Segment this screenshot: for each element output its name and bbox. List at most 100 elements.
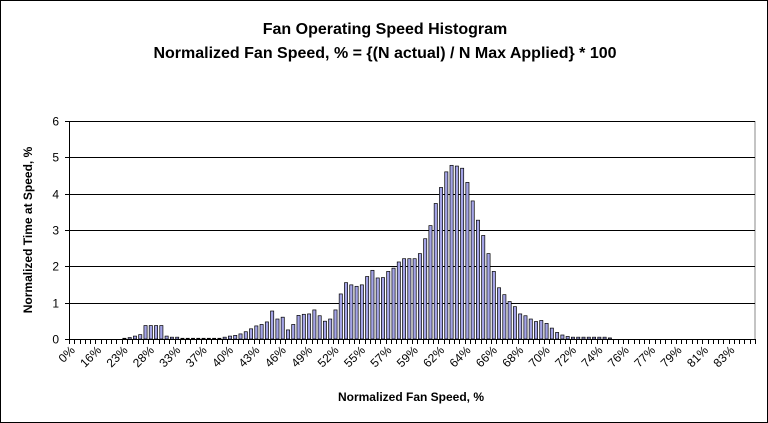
bar [217,337,222,340]
x-tick-label: 74% [579,343,606,370]
bar [476,219,480,340]
x-tick-label: 59% [394,343,421,370]
bar [375,277,380,340]
bar [428,225,433,340]
x-tick-label: 76% [605,343,632,370]
bar [317,315,322,340]
bar [423,238,428,340]
bar [243,331,248,340]
bar [127,337,132,340]
bar [486,253,491,340]
bar [196,337,201,340]
bar [402,258,407,340]
bar [148,325,153,340]
bar [365,276,370,340]
bar [465,182,470,340]
bar [212,337,217,340]
bar [549,327,554,340]
bar [534,321,538,340]
bar [607,337,612,340]
x-axis-label: Normalized Fan Speed, % [338,390,484,404]
bar [344,282,348,340]
bar [370,269,375,340]
x-tick-label: 23% [104,343,131,370]
bar [454,165,459,340]
bar [275,318,280,340]
bar [138,334,143,340]
bar [417,253,422,340]
y-tick-label: 2 [52,260,59,274]
bar [254,325,259,340]
bar [322,320,327,340]
x-tick-label: 40% [209,343,236,370]
bar [518,313,523,340]
bar [301,313,306,340]
bar [249,328,253,340]
bar [491,271,496,340]
bar [169,336,174,340]
x-tick-label: 72% [552,343,579,370]
chart-title: Fan Operating Speed Histogram [262,21,508,38]
x-tick-label: 81% [684,343,711,370]
bar [191,337,195,340]
x-tick-label: 43% [236,343,263,370]
x-tick-label: 37% [183,343,210,370]
bar [544,323,549,340]
bar [449,164,454,340]
x-tick-label: 49% [288,343,315,370]
bar [444,171,449,340]
bar [286,329,290,340]
bar [597,336,602,340]
x-tick-label: 33% [156,343,183,370]
x-tick-label: 66% [473,343,500,370]
bar [581,336,586,340]
bar [296,315,301,340]
x-tick-label: 70% [526,343,553,370]
bar [206,337,211,340]
bar [154,325,159,340]
bar [328,318,333,340]
y-axis-label: Normalized Time at Speed, % [21,146,35,313]
bar [133,335,137,340]
bar [439,187,443,340]
bar [470,200,475,340]
x-tick-label: 52% [315,343,342,370]
x-tick-label: 62% [420,343,447,370]
y-tick-label: 1 [52,297,59,311]
bar [523,315,528,340]
bar [259,324,264,340]
bar [391,267,396,340]
bar [291,324,296,340]
bar [349,284,354,340]
bar [228,335,232,340]
chart-subtitle: Normalized Fan Speed, % = {(N actual) / … [153,45,617,62]
bar [164,335,169,340]
bar [576,336,581,340]
y-tick-label: 5 [52,151,59,165]
bar [481,235,486,340]
x-tick-label: 79% [658,343,685,370]
y-tick-label: 6 [52,115,59,129]
x-tick-label: 83% [710,343,737,370]
bar [270,310,275,340]
bar [396,261,401,340]
bar [222,336,227,340]
bar [233,335,238,340]
y-tick-label: 3 [52,224,59,238]
bar [460,167,465,340]
bar [312,309,317,340]
bar [433,203,438,340]
y-tick-label: 4 [52,188,59,202]
bar [122,337,127,340]
bar [502,294,507,340]
bar [571,336,575,340]
bar [586,336,591,340]
bar [386,271,391,340]
bar [359,284,364,340]
bar [592,336,596,340]
bar [264,321,269,340]
bar [412,258,417,340]
bar [354,285,359,340]
bar [528,318,533,340]
